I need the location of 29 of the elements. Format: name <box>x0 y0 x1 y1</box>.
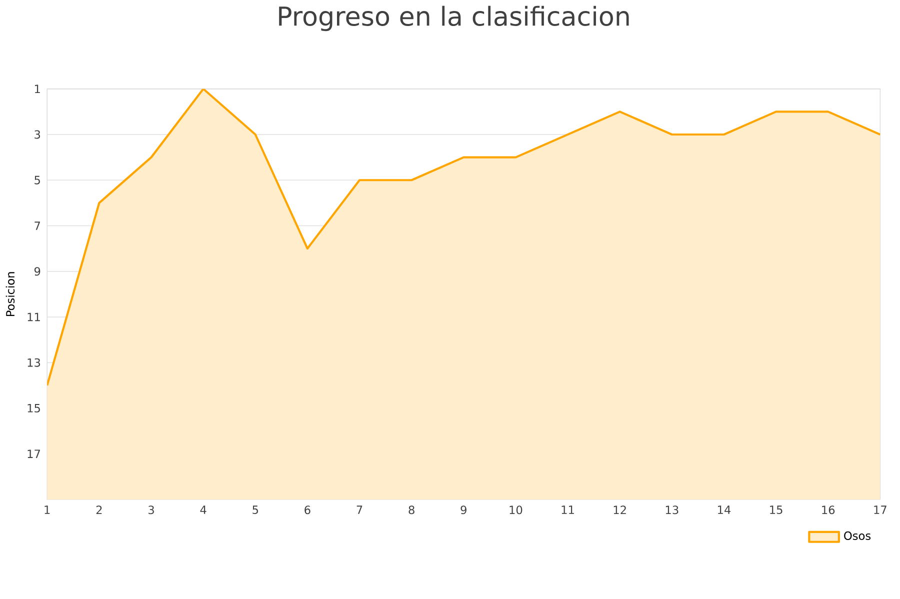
x-tick-label: 11 <box>562 506 574 514</box>
x-tick-label: 9 <box>460 506 466 514</box>
x-tick-label: 12 <box>614 506 626 514</box>
x-tick-label: 15 <box>770 506 782 514</box>
y-tick-label: 7 <box>34 222 40 230</box>
x-tick-label: 3 <box>148 506 154 514</box>
y-tick-label: 5 <box>34 176 40 185</box>
x-tick-label: 5 <box>252 506 258 514</box>
legend-label: Osos <box>844 532 871 540</box>
x-tick-label: 7 <box>356 506 362 514</box>
x-tick-label: 10 <box>510 506 522 514</box>
x-tick-label: 14 <box>718 506 731 514</box>
y-tick-label: 15 <box>28 404 40 413</box>
x-tick-label: 1 <box>44 506 50 514</box>
x-tick-label: 16 <box>822 506 835 514</box>
x-tick-label: 2 <box>96 506 102 514</box>
x-tick-label: 13 <box>666 506 678 514</box>
y-axis-title: Posicion <box>6 272 15 316</box>
y-tick-label: 17 <box>28 450 40 458</box>
y-tick-label: 9 <box>34 267 40 276</box>
y-tick-label: 1 <box>34 84 40 94</box>
x-tick-label: 8 <box>408 506 414 514</box>
x-tick-label: 17 <box>874 506 886 514</box>
x-tick-label: 6 <box>304 506 310 514</box>
chart-title: Progreso en la clasificacion <box>279 6 629 32</box>
y-tick-label: 3 <box>34 130 40 139</box>
y-tick-label: 13 <box>28 358 40 368</box>
x-tick-label: 4 <box>200 506 206 514</box>
y-tick-label: 11 <box>28 313 40 322</box>
